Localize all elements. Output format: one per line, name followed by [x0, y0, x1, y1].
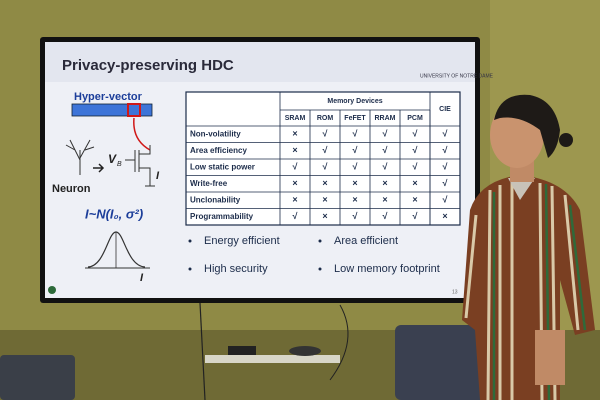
cell-mark: × — [322, 211, 327, 221]
bullet: Area efficient — [334, 235, 398, 247]
table-bg — [185, 91, 461, 226]
bullet-dot — [318, 267, 322, 271]
cell-mark: × — [412, 195, 417, 205]
formula: I~N(I₀, σ²) — [85, 206, 143, 221]
row-label: Write-free — [190, 179, 228, 188]
logo: UNIVERSITY OF NOTRE DAME — [420, 73, 494, 79]
cell-mark: √ — [353, 211, 358, 221]
cell-mark: × — [382, 195, 387, 205]
bullet: Energy efficient — [204, 235, 280, 247]
cell-mark: √ — [413, 162, 418, 172]
bullet: High security — [204, 263, 268, 275]
slide-header — [45, 42, 475, 82]
cell-mark: × — [382, 178, 387, 188]
bullet-dot — [188, 267, 192, 271]
device — [228, 346, 256, 355]
cell-mark: √ — [413, 211, 418, 221]
bullet-dot — [188, 239, 192, 243]
column-header: CIE — [439, 106, 451, 113]
cell-mark: √ — [293, 211, 298, 221]
cell-mark: √ — [323, 162, 328, 172]
cell-mark: × — [442, 211, 447, 221]
cable — [199, 302, 206, 401]
cell-mark: √ — [383, 211, 388, 221]
row-label: Programmability — [190, 212, 254, 221]
vector-label: Hyper-vector — [74, 91, 143, 103]
cell-mark: √ — [443, 162, 448, 172]
table: Memory Devices SRAM ROM FeFET RRAM PCM CIE Non-… — [185, 91, 461, 226]
cell-mark: √ — [383, 145, 388, 155]
row-label: Non-volatility — [190, 129, 241, 138]
row-label: Unclonability — [190, 195, 241, 204]
cell-mark: √ — [443, 195, 448, 205]
page-number: 13 — [452, 289, 458, 295]
cable — [329, 304, 349, 381]
cell-mark: × — [412, 178, 417, 188]
cell-mark: × — [292, 129, 297, 139]
column-header: FeFET — [344, 115, 366, 122]
voltage: V — [108, 152, 117, 166]
slide-title: Privacy-preserving HDC — [62, 57, 234, 74]
cell-mark: × — [322, 178, 327, 188]
slide-icon — [48, 286, 56, 294]
hair — [494, 94, 560, 158]
hyper-vector — [71, 103, 153, 117]
collar — [508, 178, 535, 200]
device — [289, 346, 321, 356]
cell-mark: √ — [413, 129, 418, 139]
arrow — [133, 117, 151, 151]
cell-mark: √ — [353, 145, 358, 155]
bullet-dot — [318, 239, 322, 243]
arrow-right — [93, 163, 105, 173]
cell-mark: √ — [383, 129, 388, 139]
cell-mark: √ — [383, 162, 388, 172]
cell-mark: √ — [293, 162, 298, 172]
column-header: PCM — [407, 115, 423, 122]
cell-mark: √ — [323, 129, 328, 139]
transistor — [125, 145, 155, 187]
column-header: RRAM — [375, 115, 396, 122]
cell-mark: √ — [353, 129, 358, 139]
cell-mark: × — [352, 178, 357, 188]
row-label: Area efficiency — [190, 146, 247, 155]
cell-mark: × — [292, 145, 297, 155]
cell-mark: √ — [353, 162, 358, 172]
current: I — [156, 170, 160, 182]
row-label: Low static power — [190, 162, 255, 171]
cell-mark: √ — [323, 145, 328, 155]
shelf — [205, 355, 340, 363]
column-header: SRAM — [285, 115, 306, 122]
cell-mark: √ — [443, 129, 448, 139]
hand — [535, 330, 565, 385]
bullet: Low memory footprint — [334, 263, 440, 275]
neuron-label: Neuron — [52, 183, 91, 195]
cell-mark: × — [292, 178, 297, 188]
hair-bun — [559, 133, 573, 147]
neuron-icon — [65, 139, 95, 175]
cell-mark: √ — [443, 178, 448, 188]
chair — [0, 355, 75, 400]
cell-mark: × — [322, 195, 327, 205]
cell-mark: √ — [413, 145, 418, 155]
group-header: Memory Devices — [327, 98, 382, 105]
cell-mark: × — [352, 195, 357, 205]
axis-label: I — [140, 272, 144, 284]
vector-cell — [127, 103, 141, 117]
voltage-sub: B — [117, 161, 122, 168]
bullets: Energy efficient Area efficient High secur… — [188, 235, 440, 275]
cell-mark: √ — [443, 145, 448, 155]
stripes — [464, 182, 580, 401]
column-header: ROM — [317, 115, 334, 122]
cell-mark: × — [292, 195, 297, 205]
